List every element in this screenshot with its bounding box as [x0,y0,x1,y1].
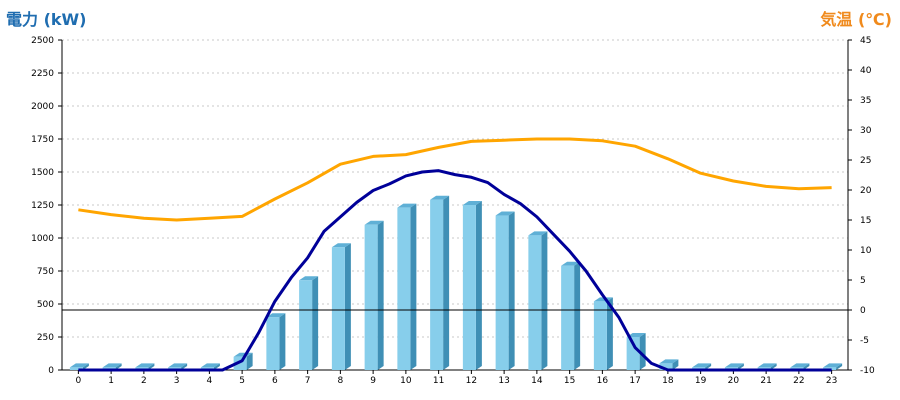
temperature-line [78,137,832,222]
power-bar [659,359,679,370]
right-tick-label: 0 [860,306,866,316]
right-tick-label: -5 [860,336,869,346]
x-tick-label: 8 [338,376,344,386]
x-tick-label: 23 [826,376,837,386]
left-tick-label: 500 [37,300,54,310]
left-tick-label: 2500 [31,36,54,46]
x-tick-label: 3 [174,376,180,386]
right-tick-label: 40 [860,66,872,76]
left-tick-label: 250 [37,333,54,343]
x-tick-label: 13 [498,376,509,386]
left-tick-label: 1000 [31,234,54,244]
power-bar [430,195,450,370]
power-bar [266,313,286,370]
right-tick-label: 35 [860,96,871,106]
x-tick-label: 2 [141,376,147,386]
x-tick-label: 19 [695,376,707,386]
power-bar [364,220,384,370]
x-tick-label: 20 [728,376,740,386]
right-tick-label: 5 [860,276,866,286]
x-tick-label: 10 [400,376,412,386]
x-tick-label: 11 [433,376,444,386]
left-tick-label: 1500 [31,168,54,178]
x-tick-label: 15 [564,376,575,386]
left-tick-label: 2250 [31,69,54,79]
power-bar [593,297,613,370]
right-tick-label: -10 [860,366,875,376]
x-tick-label: 16 [597,376,609,386]
x-tick-label: 17 [629,376,640,386]
x-tick-label: 7 [305,376,311,386]
right-tick-label: 30 [860,126,872,136]
power-bar [626,333,646,370]
right-tick-label: 25 [860,156,871,166]
right-tick-label: 10 [860,246,872,256]
right-axis-title: 気温 (℃) [820,10,892,29]
x-tick-label: 22 [793,376,804,386]
x-tick-label: 9 [370,376,376,386]
power-bar [69,363,89,370]
x-tick-label: 18 [662,376,674,386]
x-tick-label: 4 [207,376,213,386]
power-bar [397,203,417,370]
power-bar [528,231,548,370]
x-tick-label: 5 [239,376,245,386]
left-tick-label: 1250 [31,201,54,211]
power-bar [299,276,319,370]
left-axis-title: 電力 (kW) [6,10,87,29]
left-tick-label: 0 [48,366,54,376]
power-line [78,169,832,372]
x-tick-label: 21 [760,376,771,386]
x-tick-label: 14 [531,376,543,386]
left-tick-label: 2000 [31,102,54,112]
power-bar [331,243,351,370]
x-tick-label: 1 [108,376,114,386]
power-bar [561,261,581,370]
right-tick-label: 45 [860,36,871,46]
power-bar [462,201,482,370]
x-tick-label: 12 [466,376,477,386]
right-tick-label: 15 [860,216,871,226]
left-tick-label: 1750 [31,135,54,145]
left-tick-label: 750 [37,267,54,277]
x-tick-label: 0 [76,376,82,386]
power-bar [495,211,515,370]
x-tick-label: 6 [272,376,278,386]
right-tick-label: 20 [860,186,872,196]
